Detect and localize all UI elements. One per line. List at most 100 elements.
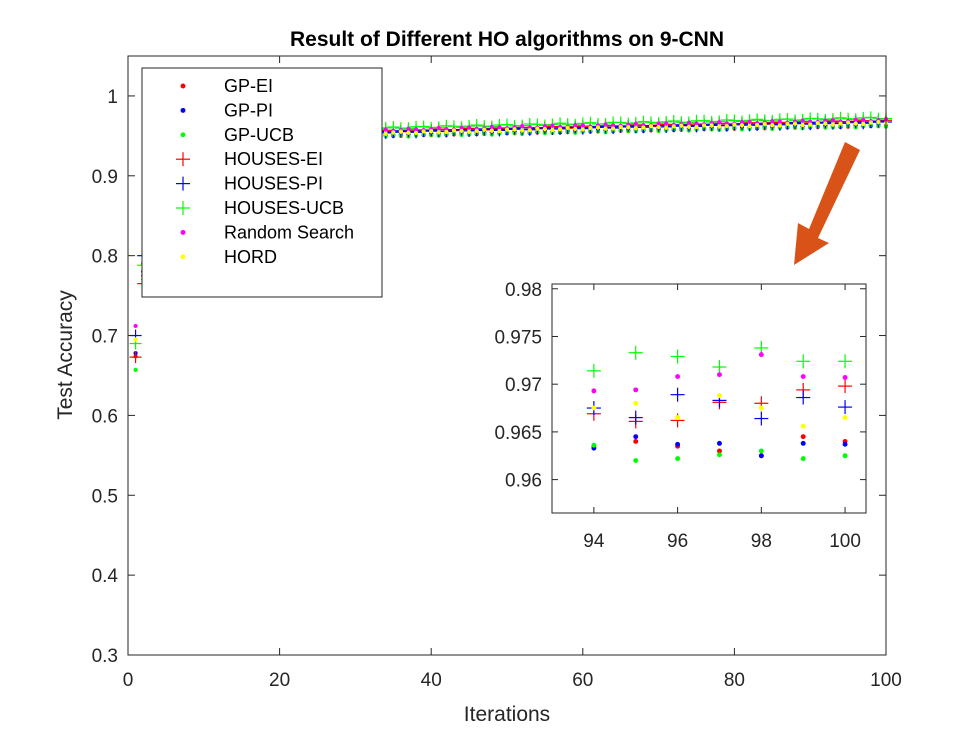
data-point (565, 125, 570, 130)
y-tick-label: 0.9 (92, 167, 118, 188)
data-point (383, 127, 388, 132)
legend-marker (180, 107, 186, 113)
main-axis-ticks: 0 20 40 60 80 100 0.3 0.4 0.5 0.6 0.7 0.8 0.9 1 (92, 56, 902, 691)
legend-label: Random Search (224, 222, 354, 242)
inset-data-point (633, 458, 639, 463)
data-point (633, 121, 638, 126)
data-point (444, 129, 449, 134)
data-point (732, 122, 737, 127)
inset-y-tick-label: 0.975 (494, 327, 542, 348)
legend-label: HOUSES-PI (224, 174, 323, 194)
inset-data-point (633, 434, 639, 440)
data-point (573, 126, 578, 131)
data-point (603, 126, 608, 131)
inset-data-point (628, 345, 643, 360)
x-tick-label: 80 (724, 670, 745, 691)
inset-x-tick-label: 94 (583, 531, 605, 552)
data-point (512, 127, 517, 132)
inset-chart: 94 96 98 100 0.96 0.965 0.97 0.975 0.98 (494, 280, 867, 552)
data-point (451, 128, 457, 133)
data-point (383, 131, 388, 136)
data-point (557, 126, 563, 132)
data-point (777, 119, 782, 124)
data-point (846, 120, 851, 125)
y-tick-label: 0.8 (92, 247, 118, 268)
x-tick-label: 0 (123, 670, 134, 691)
data-point (595, 125, 601, 130)
data-point (482, 127, 487, 132)
data-point (542, 123, 548, 129)
x-axis-label: Iterations (464, 703, 550, 726)
inset-series-gp-ucb (591, 442, 848, 463)
y-tick-label: 0.4 (92, 566, 119, 587)
data-point (421, 129, 426, 134)
data-point (808, 122, 813, 127)
data-point (550, 123, 555, 128)
inset-data-point (717, 452, 722, 458)
data-point (838, 121, 843, 126)
inset-data-point (800, 456, 806, 462)
y-tick-label: 0.6 (92, 406, 118, 427)
inset-data-point (800, 423, 806, 429)
data-point (739, 119, 745, 125)
data-point (792, 121, 798, 126)
data-point (413, 127, 419, 132)
data-point (823, 121, 828, 126)
inset-data-point (633, 387, 639, 393)
inset-data-point (754, 411, 769, 426)
data-point (830, 122, 836, 127)
data-point (747, 119, 752, 124)
inset-data-point (586, 363, 601, 378)
legend-marker (180, 132, 186, 138)
data-point (603, 122, 608, 127)
data-point (861, 117, 866, 123)
data-point (770, 119, 775, 124)
data-point (853, 121, 858, 126)
data-point (580, 123, 585, 128)
inset-data-point (796, 354, 811, 369)
data-point (398, 129, 403, 134)
chart-title: Result of Different HO algorithms on 9-C… (290, 28, 724, 51)
data-point (580, 127, 585, 132)
data-point (664, 125, 669, 130)
inset-x-tick-label: 96 (667, 531, 688, 552)
data-point (717, 120, 722, 125)
inset-data-point (591, 442, 597, 448)
data-point (497, 125, 502, 130)
data-point (717, 124, 722, 129)
legend-marker (180, 83, 186, 89)
data-point (542, 126, 548, 132)
data-point (504, 127, 510, 132)
inset-data-point (675, 456, 681, 462)
inset-data-point (800, 434, 806, 440)
inset-data-point (675, 441, 681, 447)
legend-marker (176, 201, 190, 215)
inset-data-point (838, 379, 853, 394)
data-point (429, 129, 434, 134)
inset-data-point (670, 387, 685, 402)
data-point (641, 125, 646, 130)
data-point (656, 121, 661, 126)
data-point (762, 121, 767, 127)
inset-data-point (842, 441, 848, 447)
inset-data-point (758, 448, 764, 454)
inset-data-point (717, 440, 722, 446)
inset-y-tick-label: 0.96 (505, 471, 542, 492)
data-point (497, 129, 502, 134)
legend-label: HOUSES-EI (224, 149, 323, 169)
inset-axis-ticks: 94 96 98 100 0.96 0.965 0.97 0.975 0.98 (494, 280, 866, 552)
inset-series-houses-pi (586, 387, 853, 426)
inset-data-point (758, 405, 764, 411)
legend-marker (180, 254, 186, 260)
inset-data-point (838, 354, 853, 369)
data-point (694, 124, 699, 130)
data-point (406, 126, 411, 131)
data-point (444, 126, 449, 132)
inset-data-point (591, 388, 597, 394)
inset-background (552, 284, 866, 513)
data-point (489, 128, 494, 133)
data-point (679, 123, 684, 128)
inset-x-tick-label: 98 (751, 531, 772, 552)
data-point (800, 122, 805, 128)
data-point (648, 124, 654, 129)
